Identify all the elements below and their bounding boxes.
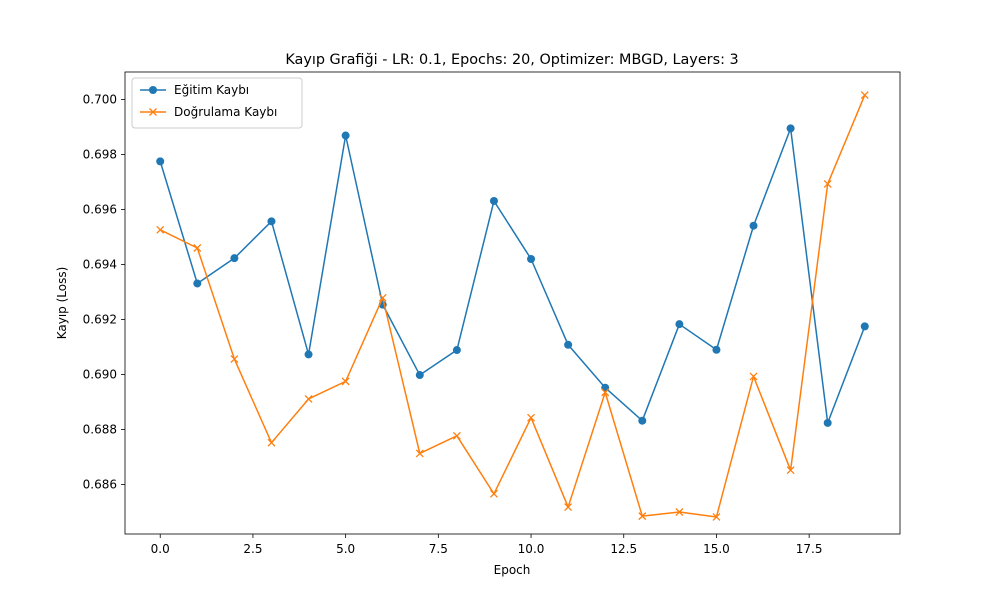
validation-loss-point: [712, 512, 721, 521]
validation-loss-point: [564, 503, 573, 512]
validation-loss-point: [415, 449, 424, 458]
y-tick-label: 0.698: [83, 148, 117, 162]
legend-box: [131, 77, 303, 129]
validation-loss-point: [230, 355, 239, 364]
training-loss-point: [527, 255, 536, 263]
x-tick-label: 0.0: [151, 542, 170, 556]
validation-loss-point: [749, 372, 758, 381]
validation-loss-point: [156, 225, 165, 234]
x-tick-label: 17.5: [796, 542, 823, 556]
x-axis-title: Epoch: [494, 563, 531, 577]
training-loss-point: [564, 340, 573, 349]
training-loss-point: [860, 322, 869, 331]
y-tick-label: 0.696: [83, 203, 117, 217]
x-tick-label: 15.0: [703, 542, 730, 556]
training-loss-point: [823, 418, 832, 427]
validation-legend-marker: [149, 108, 157, 116]
x-tick-label: 7.5: [429, 542, 448, 556]
plot-frame: [124, 71, 901, 535]
x-tick-label: 5.0: [336, 542, 355, 556]
training-loss-point: [415, 371, 424, 380]
training-loss-point: [638, 416, 647, 425]
y-axis-title: Kayıp (Loss): [55, 267, 69, 340]
validation-loss-point: [452, 431, 461, 440]
validation-loss-point: [786, 466, 795, 475]
y-tick-label: 0.692: [83, 313, 117, 327]
training-loss-point: [156, 157, 165, 166]
validation-loss-point: [304, 395, 313, 403]
legend: Eğitim Kaybı Doğrulama Kaybı: [131, 77, 303, 129]
validation-loss-point: [823, 179, 832, 188]
validation-loss-point: [193, 244, 202, 252]
validation-loss-point: [675, 508, 684, 516]
validation-loss-point: [489, 489, 498, 498]
training-loss-point: [230, 254, 239, 263]
x-tick-label: 12.5: [610, 542, 637, 556]
training-loss-point: [786, 124, 795, 133]
validation-loss-point: [527, 413, 536, 422]
training-loss-point: [601, 383, 610, 392]
training-legend-marker: [149, 86, 157, 94]
training-loss-point: [452, 346, 461, 355]
training-loss-point: [267, 217, 276, 226]
validation-loss-point: [341, 377, 350, 386]
validation-loss-point: [601, 388, 610, 397]
plot-area: [156, 91, 869, 521]
validation-legend-label: Doğrulama Kaybı: [174, 105, 277, 119]
training-loss-point: [489, 196, 498, 205]
y-tick-label: 0.688: [83, 423, 117, 437]
y-tick-label: 0.686: [83, 478, 117, 492]
training-loss-point: [675, 320, 684, 329]
training-loss-point: [749, 221, 758, 230]
chart-title: Kayıp Grafiği - LR: 0.1, Epochs: 20, Opt…: [285, 52, 738, 68]
y-tick-label: 0.694: [83, 258, 117, 272]
training-loss-point: [712, 345, 721, 354]
y-tick-label: 0.700: [83, 93, 117, 107]
validation-loss-point: [267, 438, 276, 447]
y-tick-label: 0.690: [83, 368, 117, 382]
validation-loss-line: [159, 94, 866, 518]
x-tick-label: 10.0: [518, 542, 545, 556]
training-loss-line: [159, 127, 866, 424]
validation-loss-point: [860, 91, 869, 100]
training-legend-label: Eğitim Kaybı: [174, 83, 249, 97]
axes: 0.0 2.5 5.0 7.5 10.0 12.5 15.0 17.5 0.686 0.688 0.…: [83, 71, 901, 556]
training-loss-point: [304, 350, 313, 359]
training-loss-point: [341, 131, 350, 140]
x-tick-label: 2.5: [243, 542, 262, 556]
training-loss-point: [193, 279, 202, 288]
validation-loss-point: [638, 512, 647, 521]
validation-loss-point: [378, 293, 387, 302]
